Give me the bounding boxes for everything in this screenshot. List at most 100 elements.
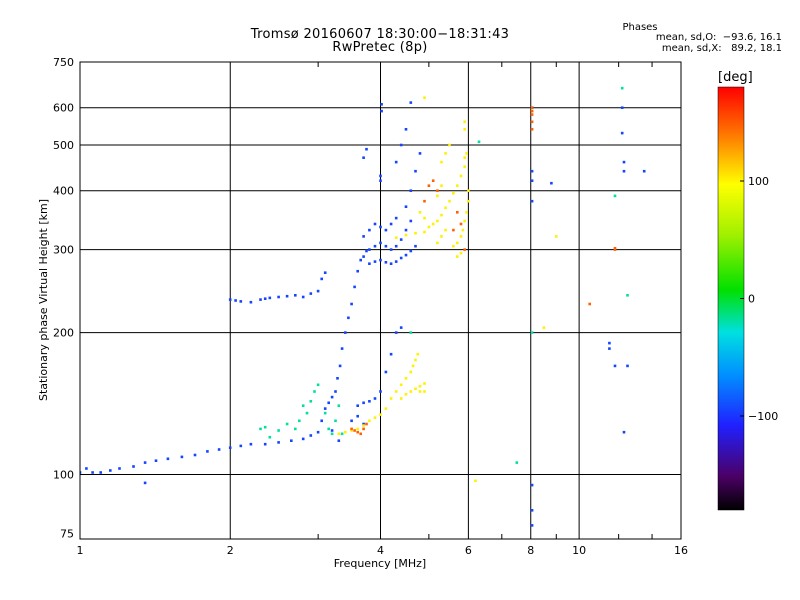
y-tick-label: 100 bbox=[53, 469, 74, 482]
data-point bbox=[530, 179, 534, 182]
data-point bbox=[340, 347, 344, 350]
y-tick-label: 400 bbox=[53, 185, 74, 198]
data-point bbox=[356, 269, 359, 273]
data-point bbox=[456, 184, 459, 187]
data-point bbox=[409, 390, 413, 393]
data-point bbox=[622, 160, 626, 164]
data-point bbox=[309, 434, 313, 437]
data-point bbox=[409, 101, 413, 104]
data-point bbox=[456, 241, 459, 245]
data-point bbox=[249, 300, 253, 304]
data-point bbox=[530, 509, 534, 512]
data-point bbox=[344, 430, 347, 434]
data-point bbox=[389, 397, 393, 400]
data-point bbox=[399, 383, 403, 387]
data-point bbox=[368, 228, 371, 232]
data-point bbox=[530, 128, 534, 131]
data-point bbox=[622, 169, 626, 173]
data-point bbox=[334, 419, 337, 423]
data-point bbox=[456, 211, 459, 214]
colorbar-ticks: 100 0 −100 bbox=[740, 175, 778, 423]
data-point bbox=[416, 352, 420, 356]
data-point bbox=[550, 181, 553, 185]
data-point bbox=[143, 461, 147, 464]
data-point bbox=[463, 156, 466, 159]
data-point bbox=[394, 331, 398, 334]
stats-heading: Phases bbox=[622, 22, 658, 33]
y-tick-label: 750 bbox=[53, 56, 74, 69]
data-point bbox=[463, 128, 466, 131]
data-point bbox=[285, 422, 289, 426]
data-point bbox=[268, 296, 272, 300]
data-point bbox=[294, 427, 297, 431]
data-point bbox=[409, 331, 413, 334]
data-point bbox=[356, 430, 359, 434]
data-point bbox=[380, 103, 383, 106]
y-tick-label: 500 bbox=[53, 139, 74, 152]
data-point bbox=[440, 184, 443, 187]
data-point bbox=[384, 407, 388, 410]
data-point bbox=[530, 169, 534, 173]
data-point bbox=[384, 370, 388, 374]
data-point bbox=[350, 419, 353, 423]
data-point bbox=[368, 419, 371, 423]
chart-title: Tromsø 20160607 18:30:00−18:31:43 bbox=[250, 27, 510, 42]
data-point bbox=[459, 235, 463, 238]
stats-x-mode: mean, sd,X: 89.2, 18.1 bbox=[661, 43, 782, 54]
data-point bbox=[309, 400, 313, 403]
data-point bbox=[309, 292, 313, 295]
plot-frame bbox=[79, 61, 682, 540]
data-point bbox=[394, 216, 398, 220]
data-point bbox=[399, 326, 403, 329]
data-point bbox=[414, 244, 417, 248]
data-point bbox=[239, 444, 243, 448]
data-point bbox=[418, 152, 422, 155]
data-point bbox=[362, 401, 365, 405]
data-point bbox=[301, 437, 305, 441]
data-point bbox=[359, 258, 362, 262]
data-point bbox=[414, 231, 417, 235]
data-point bbox=[316, 383, 320, 387]
data-point bbox=[132, 465, 135, 468]
y-tick-label: 600 bbox=[53, 102, 74, 115]
data-point bbox=[373, 244, 377, 248]
data-point bbox=[394, 390, 398, 393]
data-point bbox=[380, 109, 383, 113]
data-point bbox=[414, 358, 417, 362]
data-point bbox=[356, 404, 359, 407]
data-point bbox=[373, 222, 377, 226]
data-point bbox=[452, 244, 455, 248]
data-point bbox=[362, 235, 365, 238]
data-point bbox=[459, 174, 463, 178]
data-point bbox=[206, 450, 209, 453]
data-point bbox=[626, 294, 629, 297]
data-point bbox=[530, 113, 534, 116]
data-point bbox=[228, 298, 232, 301]
data-point bbox=[379, 225, 382, 229]
data-point bbox=[166, 457, 170, 461]
data-point bbox=[368, 262, 371, 265]
data-point bbox=[642, 169, 646, 173]
data-point bbox=[353, 429, 356, 432]
colorbar bbox=[717, 86, 745, 511]
data-point bbox=[379, 241, 382, 245]
data-point bbox=[347, 316, 350, 320]
x-tick-label: 4 bbox=[377, 544, 384, 557]
data-point bbox=[418, 390, 422, 393]
data-point bbox=[277, 295, 280, 299]
data-point bbox=[337, 432, 341, 436]
data-point bbox=[180, 455, 184, 459]
data-point bbox=[154, 459, 158, 462]
data-point bbox=[530, 199, 534, 203]
data-point bbox=[313, 390, 316, 393]
data-point bbox=[336, 377, 339, 380]
data-point bbox=[588, 302, 591, 306]
data-point bbox=[456, 255, 459, 258]
data-point bbox=[418, 211, 422, 214]
data-point bbox=[409, 370, 413, 374]
data-point bbox=[404, 393, 408, 396]
data-point bbox=[91, 471, 94, 474]
data-point bbox=[320, 277, 323, 281]
data-point bbox=[423, 390, 426, 393]
data-point bbox=[404, 228, 408, 232]
